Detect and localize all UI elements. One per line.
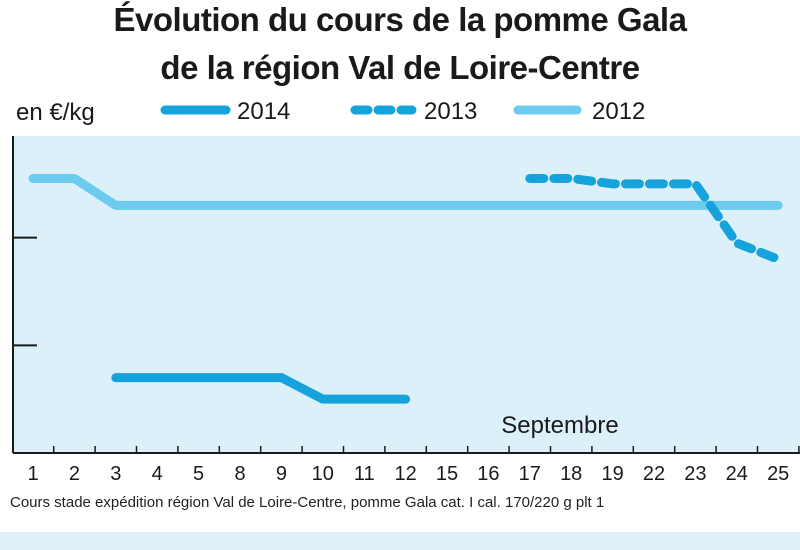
chart-title-line-2: de la région Val de Loire-Centre — [160, 49, 640, 86]
series-line-2012 — [28, 173, 783, 210]
legend-label-2013: 2013 — [424, 98, 477, 125]
x-tick-label: 16 — [477, 463, 499, 485]
y-axis-label: en €/kg — [16, 99, 95, 126]
legend-label-2012: 2012 — [592, 98, 645, 125]
x-tick-label: 10 — [312, 463, 334, 485]
x-tick-label: 2 — [69, 463, 80, 485]
series-line-2013 — [525, 173, 783, 264]
x-tick-label: 25 — [767, 463, 789, 485]
x-tick-label: 15 — [436, 463, 458, 485]
series-layer — [28, 173, 783, 404]
chart-caption: Cours stade expédition région Val de Loi… — [10, 494, 605, 511]
bottom-band — [0, 532, 800, 550]
axes — [12, 136, 800, 454]
x-tick-label: 9 — [276, 463, 287, 485]
x-tick-label: 23 — [684, 463, 706, 485]
x-axis-label: Septembre — [501, 412, 618, 439]
chart-title-line-1: Évolution du cours de la pomme Gala — [113, 1, 687, 38]
x-tick-label: 19 — [601, 463, 623, 485]
x-tick-label: 4 — [152, 463, 163, 485]
x-tick-label: 5 — [193, 463, 204, 485]
legend-label-2014: 2014 — [237, 98, 290, 125]
x-tick-label: 17 — [519, 463, 541, 485]
x-tick-label: 22 — [643, 463, 665, 485]
x-tick-label: 18 — [560, 463, 582, 485]
x-tick-label: 24 — [726, 463, 748, 485]
x-tick-label: 8 — [234, 463, 245, 485]
x-tick-label: 3 — [110, 463, 121, 485]
x-tick-label: 11 — [354, 463, 375, 485]
legend: 2014 2013 2012 — [160, 98, 645, 125]
x-tick-label: 12 — [394, 463, 416, 485]
series-line-2014 — [111, 373, 411, 404]
axis-labels: 1 2 3 4 5 8 9 10 11 12 15 16 17 18 19 22 23 24 25Septembre… — [16, 99, 789, 485]
x-tick-label: 1 — [27, 463, 38, 485]
